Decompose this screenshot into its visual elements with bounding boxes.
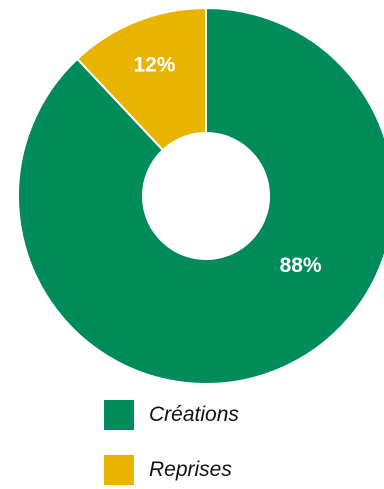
legend-label-reprises: Reprises: [149, 458, 232, 481]
legend-item-reprises: Reprises: [104, 454, 239, 486]
donut-slices: [17, 6, 384, 385]
donut-slice-creations: [17, 6, 384, 385]
legend-label-creations: Créations: [149, 403, 239, 426]
value-label-reprises: 12%: [133, 53, 175, 76]
legend-swatch-reprises: [104, 455, 134, 485]
legend: Créations Reprises: [104, 399, 239, 489]
value-label-creations: 88%: [280, 254, 322, 277]
donut-slice-reprises: [75, 6, 207, 152]
legend-swatch-creations: [104, 400, 134, 430]
donut-value-labels: 88% 12%: [133, 53, 321, 277]
legend-item-creations: Créations: [104, 399, 239, 431]
